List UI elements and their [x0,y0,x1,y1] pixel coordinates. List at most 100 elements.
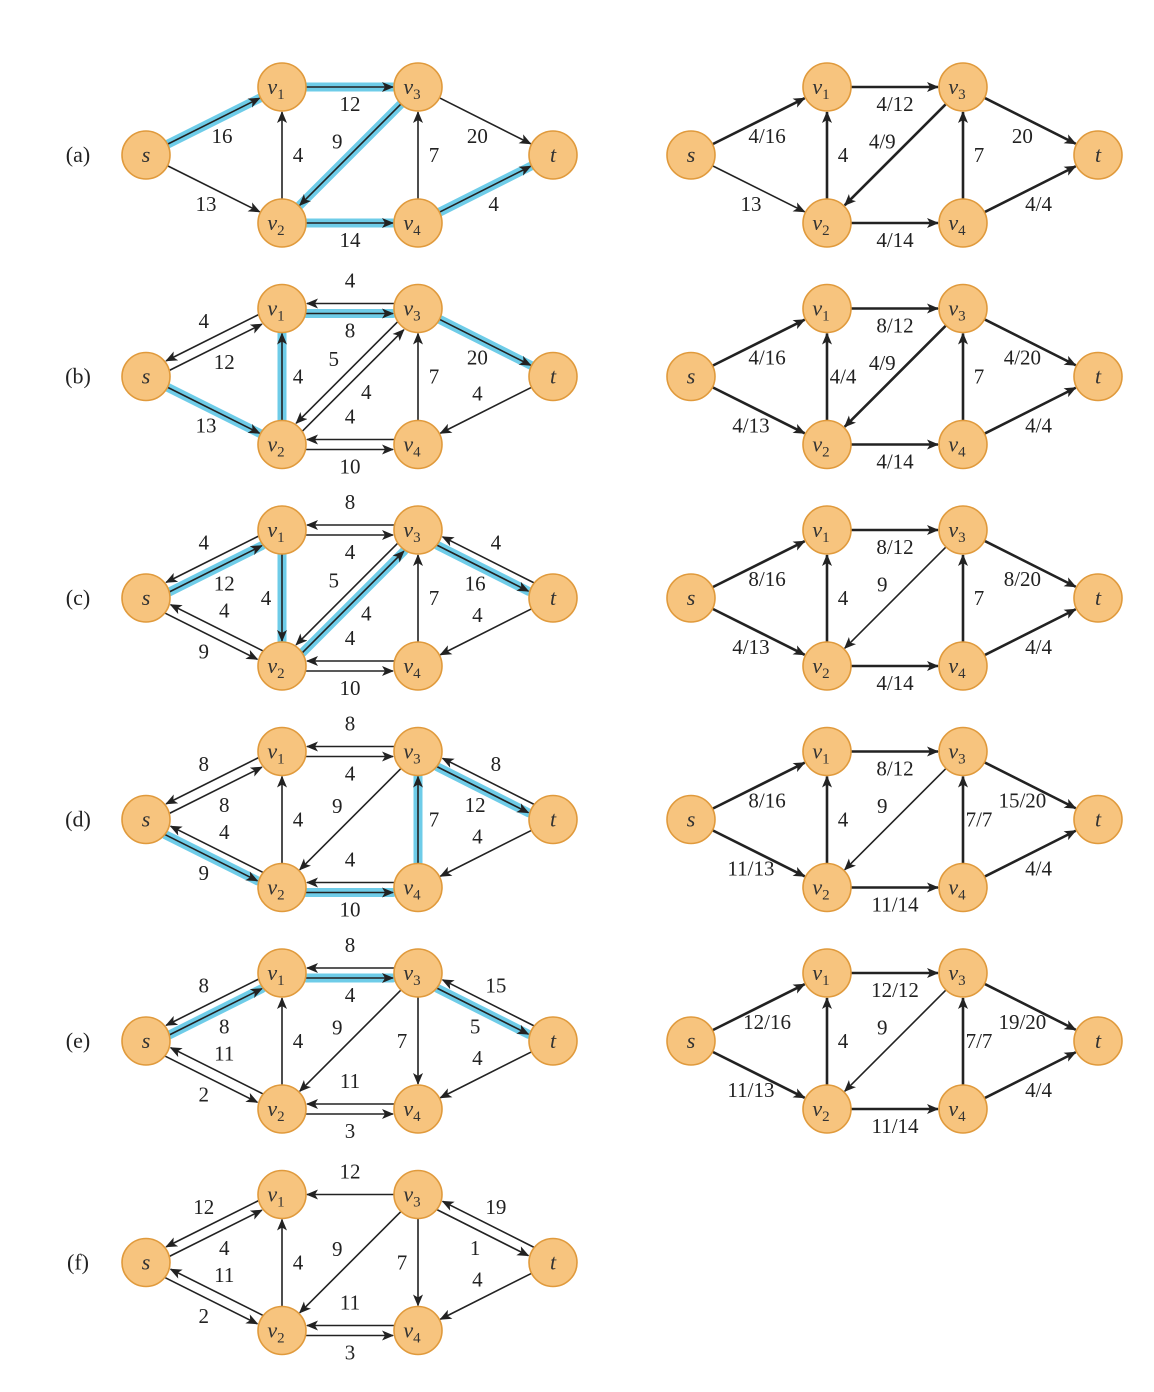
node-layer: s v1 v2 v3 v4 t [121,726,578,913]
node-label: s [687,364,696,389]
node-label: s [687,142,696,167]
edge-label: 9 [198,640,209,664]
edge-label: 15 [485,973,506,997]
edge-v2-v3 [301,329,405,432]
edge-v3-t [983,318,1077,367]
node-layer: s v1 v2 v3 v4 t [666,62,1123,248]
edge-label: 4 [472,603,483,627]
edge-label: 7 [974,365,985,389]
node-v1: v1 [257,62,307,112]
node-label: v1 [812,517,829,546]
node-label: s [687,1028,696,1053]
node-circle [393,419,443,470]
edge-t-v4 [439,386,532,434]
edge-label: 9 [332,1015,343,1039]
edge-label: 12 [214,572,235,596]
edge-v3-v2 [843,989,947,1093]
edge-label: 4/16 [748,124,785,148]
node-circle [121,130,171,180]
edge-label: 8 [219,793,230,817]
node-circle [528,1237,578,1288]
node-circle [393,283,443,334]
node-label: s [687,585,696,610]
edge-v1-s [165,1200,259,1248]
edge-label: 12 [193,1195,214,1219]
node-circle [257,198,307,248]
node-label: v4 [948,210,966,239]
edge-label: 8 [491,752,502,776]
edge-label: 4 [838,586,849,610]
node-circle [1073,1016,1123,1066]
edge-t-v3 [441,979,535,1027]
edge-layer [164,1189,535,1341]
edge-label: 2 [198,1083,209,1107]
edge-label: 4 [345,983,356,1007]
node-label: t [550,142,557,167]
node-t: t [528,1016,578,1066]
node-circle [528,573,578,623]
node-circle [802,726,852,777]
node-v3: v3 [393,62,443,112]
edge-label: 11/13 [727,857,774,881]
node-t: t [1073,1016,1123,1066]
edge-label: 9 [198,861,209,885]
edge-v1-s [165,978,259,1027]
edge-label-layer: 12/16 11/13 12/12 4 9 11/14 7/719/20 4/4 [727,978,1052,1138]
edge-s-v1 [169,1209,263,1257]
edge-s-v1 [711,540,806,589]
edge-label: 7/7 [966,1029,993,1053]
node-circle [393,641,443,691]
edge-label: 4/4 [1025,635,1052,659]
node-v4: v4 [938,641,988,691]
edge-s-v2 [711,386,806,435]
edge-label: 8/12 [876,314,913,338]
node-circle [257,641,307,691]
edge-label: 8/12 [876,757,913,781]
node-v4: v4 [393,641,443,691]
edge-label: 8 [198,752,209,776]
node-circle [1073,351,1123,402]
edge-label: 4 [219,820,230,844]
node-circle [393,505,443,555]
node-label: s [142,1250,151,1275]
edge-layer [711,525,1077,671]
edge-label: 12 [214,350,235,374]
node-label: v4 [403,210,421,239]
node-v3: v3 [393,726,443,777]
edge-label: 4 [345,626,356,650]
node-circle [257,1305,307,1356]
node-t: t [528,351,578,402]
edge-label: 12/12 [871,978,919,1002]
node-s: s [666,1016,716,1066]
node-circle [393,948,443,998]
node-s: s [121,1237,171,1288]
edge-label: 4 [261,586,272,610]
edge-v2-s [169,1268,264,1317]
edge-v3-v2 [298,767,402,871]
node-v3: v3 [938,62,988,112]
node-v3: v3 [393,948,443,998]
node-label: v3 [403,960,420,989]
node-layer: s v1 v2 v3 v4 t [121,505,578,691]
node-label: v4 [948,653,966,682]
node-circle [938,62,988,112]
flow-graph: 4/16 13 4/12 4 4/9 4/14 7 20 4/4 s v1 v2 v3 v4 t [666,62,1123,252]
edge-v3-v2 [298,989,402,1093]
edge-s-v2 [712,165,806,213]
edge-label: 12 [465,793,486,817]
node-label: v1 [267,517,284,546]
node-label: v2 [267,653,284,682]
edge-v4-t [983,386,1077,435]
node-label: v2 [812,432,829,461]
node-circle [257,948,307,998]
edge-layer [164,741,535,898]
edge-v2-s [169,1046,264,1095]
edge-label: 4 [293,1029,304,1053]
edge-label: 11 [340,1291,360,1315]
node-label: v4 [403,875,421,904]
node-circle [528,1016,578,1066]
edge-t-v4 [439,608,532,656]
edge-v4-t [983,1051,1077,1100]
